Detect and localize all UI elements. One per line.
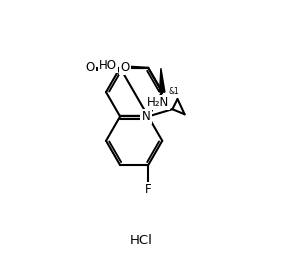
Text: HO: HO — [99, 59, 117, 72]
Polygon shape — [160, 68, 165, 92]
Text: &1: &1 — [168, 87, 179, 96]
Text: O: O — [120, 61, 130, 74]
Text: N: N — [142, 110, 151, 123]
Text: O: O — [86, 61, 95, 74]
Text: HCl: HCl — [130, 234, 153, 247]
Text: F: F — [145, 183, 151, 196]
Text: H₂N: H₂N — [147, 96, 169, 109]
